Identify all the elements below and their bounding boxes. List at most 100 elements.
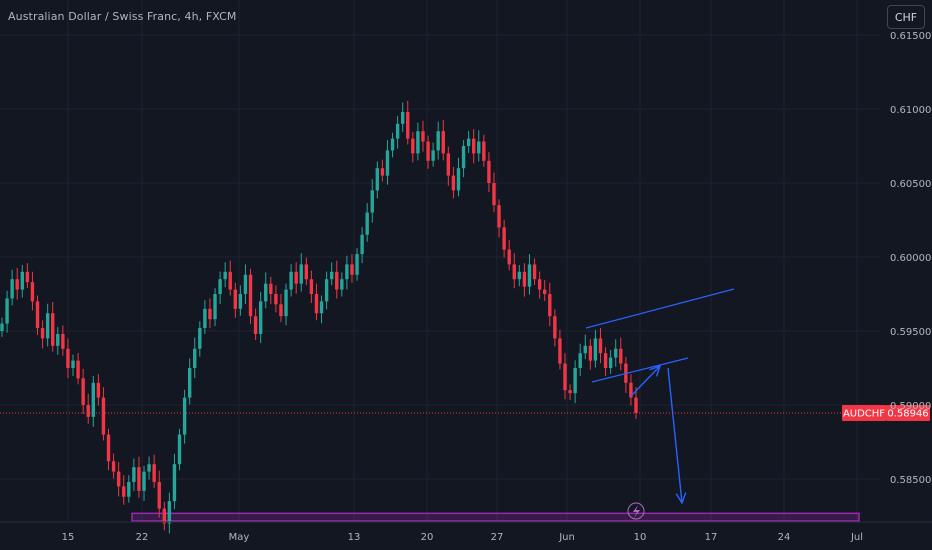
candle	[264, 272, 268, 309]
candle	[624, 356, 628, 393]
x-tick-label: 10	[634, 532, 647, 543]
candle	[588, 338, 593, 370]
candle	[86, 393, 90, 424]
candle	[45, 303, 50, 347]
candle	[573, 360, 577, 404]
y-tick-label: 0.59500	[890, 327, 931, 338]
candle	[608, 349, 613, 374]
candle	[284, 283, 288, 326]
candle	[253, 308, 258, 340]
candle	[274, 285, 278, 313]
candle	[502, 219, 506, 258]
candle	[619, 337, 623, 371]
candle	[329, 262, 334, 286]
candle	[365, 203, 369, 242]
candle	[314, 283, 319, 321]
candle	[0, 317, 4, 337]
candle	[548, 282, 552, 327]
candle	[512, 253, 516, 289]
candle	[319, 295, 324, 324]
candle	[76, 352, 80, 385]
candle	[487, 152, 491, 193]
grid	[0, 0, 880, 521]
candle	[350, 254, 354, 283]
y-tick-label: 0.61000	[890, 105, 931, 116]
candle	[304, 257, 309, 286]
candle	[507, 240, 511, 271]
candle	[71, 354, 75, 376]
candles[interactable]	[0, 100, 638, 534]
candle	[598, 328, 603, 364]
candle	[517, 264, 522, 287]
candle	[248, 268, 253, 325]
candle	[238, 285, 243, 316]
x-tick-label: May	[229, 532, 250, 543]
y-tick-label: 0.60500	[890, 179, 931, 190]
target-zone	[131, 502, 860, 522]
candle	[157, 470, 161, 518]
candle	[243, 264, 248, 305]
candle	[116, 462, 121, 497]
candle	[492, 172, 496, 213]
time-axis[interactable]: 15 22 May 13 20 27 Jun 10 17 24 Jul	[0, 521, 932, 543]
candle	[208, 298, 212, 329]
candle	[167, 492, 172, 534]
candle	[309, 270, 314, 304]
candle	[614, 339, 618, 367]
candle	[294, 262, 298, 294]
candle	[324, 271, 329, 310]
candle	[385, 140, 390, 185]
candle	[537, 271, 542, 299]
candle	[431, 142, 435, 167]
candle	[568, 384, 572, 401]
candle	[497, 199, 501, 238]
candle	[91, 375, 95, 427]
candle	[345, 255, 349, 290]
candle	[40, 320, 45, 349]
candle	[299, 253, 303, 292]
candle	[147, 456, 151, 480]
candle	[51, 301, 55, 352]
y-tick-label: 0.59000	[890, 401, 931, 412]
x-tick-label: 15	[62, 532, 75, 543]
candle	[132, 458, 136, 491]
candle	[482, 134, 486, 167]
lower-trend-line	[591, 357, 689, 383]
candle	[553, 309, 557, 347]
currency-button[interactable]: CHF	[887, 5, 925, 29]
candle	[66, 338, 70, 379]
candle	[436, 121, 440, 160]
candle	[426, 135, 430, 169]
candle	[411, 131, 415, 163]
candle	[106, 428, 111, 471]
candle	[400, 102, 405, 132]
candle	[340, 272, 344, 297]
x-tick-label: 22	[136, 532, 149, 543]
candle	[203, 300, 207, 334]
candle	[421, 120, 425, 152]
candle	[456, 157, 461, 197]
upper-trend-line	[585, 288, 735, 329]
trend-drawings[interactable]	[585, 288, 735, 505]
candle	[279, 294, 283, 323]
candle	[629, 374, 633, 406]
candle	[461, 140, 466, 178]
candle	[522, 263, 527, 297]
candle	[380, 159, 385, 182]
candle	[563, 353, 567, 400]
x-tick-label: Jun	[558, 532, 575, 543]
price-axis[interactable]: 0.61500 0.61000 0.60500 0.60000 0.59500 0.590…	[890, 31, 931, 486]
candle	[223, 262, 227, 288]
candle	[137, 456, 141, 498]
candle	[152, 454, 156, 488]
candle	[111, 453, 116, 479]
candle	[527, 254, 532, 295]
symbol-badge	[842, 404, 886, 421]
chart-title: Australian Dollar / Swiss Franc, 4h, FXC…	[8, 10, 237, 23]
candle	[61, 325, 65, 356]
x-tick-label: Jul	[850, 532, 863, 543]
target-zone-box	[131, 512, 860, 522]
candle	[5, 290, 9, 333]
candle	[198, 321, 202, 357]
